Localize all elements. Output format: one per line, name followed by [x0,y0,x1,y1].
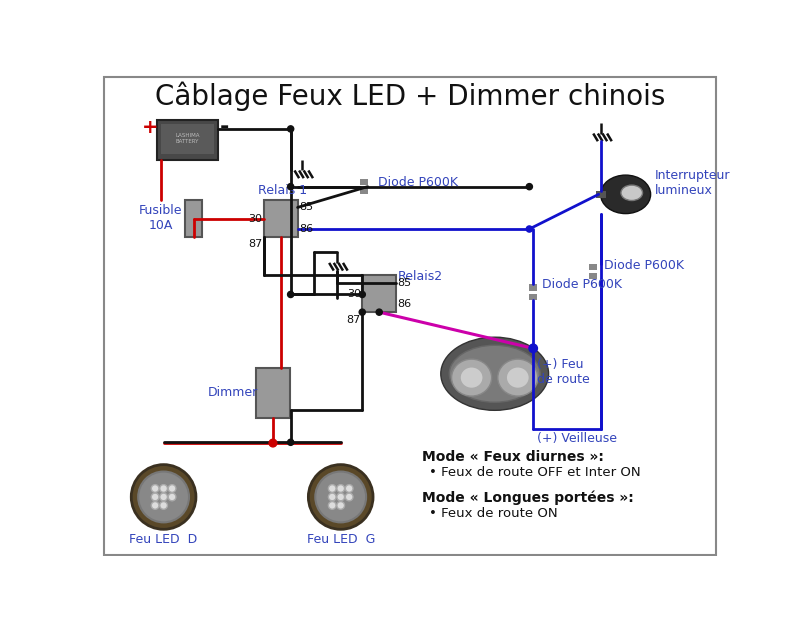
Text: Relais2: Relais2 [398,270,443,283]
Circle shape [287,439,294,446]
Text: Interrupteur
lumineux: Interrupteur lumineux [655,169,730,197]
Text: 30: 30 [248,214,262,224]
Circle shape [160,502,167,509]
Circle shape [337,493,345,501]
Text: 86: 86 [398,299,412,309]
Ellipse shape [451,359,492,396]
Text: Diode P600K: Diode P600K [604,259,684,272]
Text: +: + [142,118,158,137]
Ellipse shape [450,345,540,403]
Bar [596,191,606,198]
Circle shape [346,484,353,492]
Text: Feu LED  G: Feu LED G [306,532,375,546]
Text: 85: 85 [299,202,314,212]
Ellipse shape [498,359,538,396]
Text: Dimmer: Dimmer [208,386,258,399]
Circle shape [346,493,353,501]
Text: 30: 30 [346,289,361,299]
Text: Fusible
10A: Fusible 10A [138,204,182,232]
Bar [158,119,218,160]
Circle shape [526,226,533,232]
Text: Diode P600K: Diode P600K [542,278,622,291]
Bar [256,368,290,418]
Circle shape [160,484,167,492]
Circle shape [151,493,159,501]
Circle shape [337,502,345,509]
Circle shape [359,291,366,297]
Circle shape [526,184,533,190]
Text: Relais 1: Relais 1 [258,184,306,197]
Circle shape [168,484,176,492]
Ellipse shape [460,367,483,388]
Circle shape [269,439,277,447]
Circle shape [151,484,159,492]
Circle shape [151,502,159,509]
Circle shape [376,309,382,315]
Bar [185,200,202,237]
Text: LASHIMA
BATTERY: LASHIMA BATTERY [175,132,200,144]
Text: 85: 85 [398,278,412,288]
Circle shape [168,493,176,501]
Ellipse shape [621,185,642,201]
Text: (+) Veilleuse: (+) Veilleuse [537,432,617,445]
Bar [590,273,597,279]
Text: 87: 87 [248,239,262,249]
Bar [161,124,214,154]
Circle shape [287,291,294,297]
Text: Diode P600K: Diode P600K [378,176,458,189]
Text: Mode « Feux diurnes »:: Mode « Feux diurnes »: [422,450,603,464]
Circle shape [328,502,336,509]
Bar [360,179,368,185]
Circle shape [359,309,366,315]
Text: • Feux de route ON: • Feux de route ON [430,507,558,520]
Text: • Feux de route OFF et Inter ON: • Feux de route OFF et Inter ON [430,466,641,479]
Bar [360,188,368,194]
Bar [590,264,597,270]
Circle shape [337,484,345,492]
Circle shape [131,464,196,529]
Bar [362,275,396,312]
Text: Feu LED  D: Feu LED D [130,532,198,546]
Text: Câblage Feux LED + Dimmer chinois: Câblage Feux LED + Dimmer chinois [155,82,665,111]
Bar [264,200,298,237]
Text: (+) Feu
de route: (+) Feu de route [537,357,590,386]
Bar [530,284,537,291]
Ellipse shape [506,367,530,388]
Text: 87: 87 [346,315,361,325]
Circle shape [160,493,167,501]
Bar [530,294,537,300]
Circle shape [287,184,294,190]
Circle shape [315,471,366,522]
Ellipse shape [441,337,549,411]
Circle shape [529,344,538,352]
Circle shape [287,126,294,132]
Text: Mode « Longues portées »:: Mode « Longues portées »: [422,491,634,505]
Circle shape [328,484,336,492]
Circle shape [138,471,189,522]
Text: 86: 86 [299,224,314,234]
Text: -: - [220,118,229,138]
Circle shape [308,464,373,529]
Circle shape [328,493,336,501]
Ellipse shape [601,175,650,214]
